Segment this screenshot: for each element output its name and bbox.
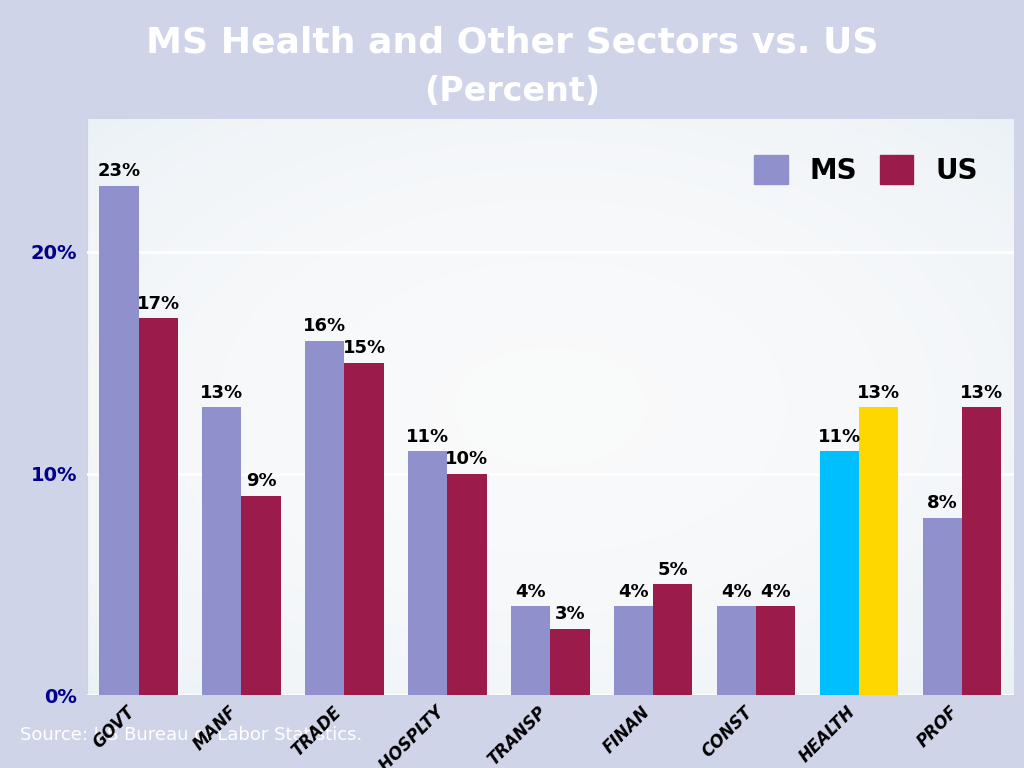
Text: 23%: 23% [97,162,140,180]
Bar [717,607,757,695]
Text: Source: US Bureau of Labor Statistics.: Source: US Bureau of Labor Statistics. [20,727,362,744]
Text: 4%: 4% [722,583,752,601]
Text: 4%: 4% [515,583,546,601]
Bar [409,452,447,695]
Bar [963,407,1001,695]
Text: 13%: 13% [857,383,900,402]
Bar [614,607,653,695]
Bar [305,340,344,695]
Text: 3%: 3% [555,605,586,623]
Bar [859,407,898,695]
Bar [138,319,177,695]
Text: 13%: 13% [201,383,244,402]
Bar [203,407,242,695]
Text: 11%: 11% [818,428,861,445]
Text: 4%: 4% [618,583,649,601]
Bar [447,474,486,695]
Legend: MS, US: MS, US [732,133,999,207]
Bar [551,628,590,695]
Bar [344,362,384,695]
Bar [511,607,551,695]
Bar [924,518,963,695]
Text: 13%: 13% [961,383,1004,402]
Text: 15%: 15% [342,339,386,357]
Text: 16%: 16% [303,317,346,335]
Text: MS Health and Other Sectors vs. US: MS Health and Other Sectors vs. US [145,25,879,59]
Bar [99,186,138,695]
Text: 4%: 4% [761,583,792,601]
Bar [653,584,692,695]
Text: 11%: 11% [407,428,450,445]
Text: 8%: 8% [928,495,958,512]
Bar [820,452,859,695]
Text: 17%: 17% [136,295,179,313]
Text: 5%: 5% [657,561,688,579]
Text: (Percent): (Percent) [424,74,600,108]
Text: 9%: 9% [246,472,276,490]
Text: 10%: 10% [445,450,488,468]
Bar [757,607,796,695]
Bar [242,495,281,695]
